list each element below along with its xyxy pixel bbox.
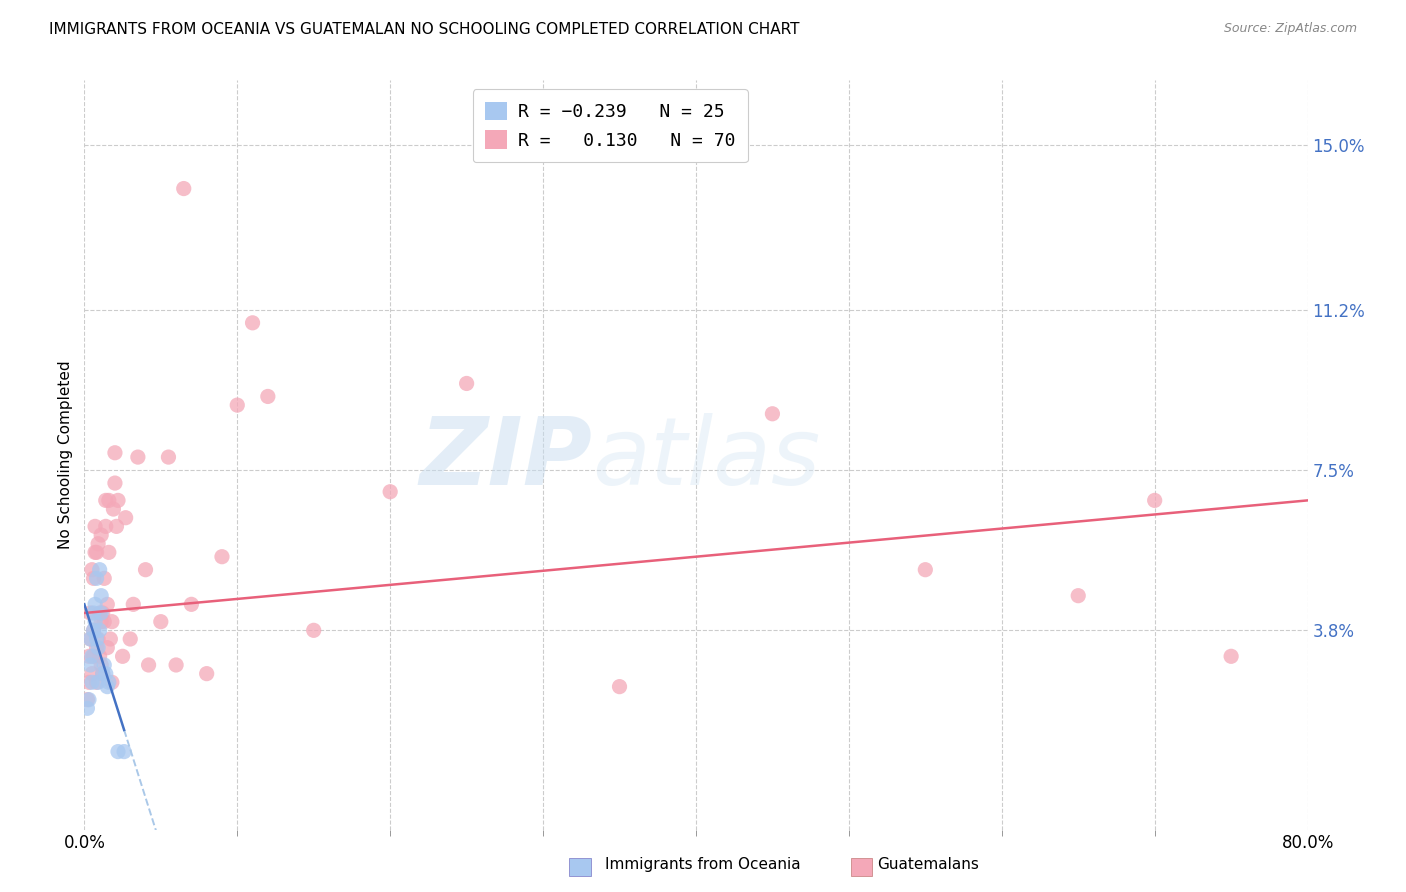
Point [76,701,98,715]
Point [98,632,121,646]
Point [211,549,233,564]
Point [79,606,101,620]
Point [84,598,107,612]
Point [83,624,105,638]
Point [104,476,127,491]
Point [79,632,101,646]
Point [77,649,100,664]
Point [77,692,100,706]
Text: Source: ZipAtlas.com: Source: ZipAtlas.com [1223,22,1357,36]
Point [1067,589,1090,603]
Point [138,657,160,672]
Point [76,692,98,706]
Point [83,571,105,585]
Point [89,649,111,664]
Point [103,502,125,516]
Point [93,657,115,672]
Point [257,389,280,403]
Point [90,606,112,620]
Point [165,657,187,672]
Point [80,563,103,577]
Point [96,598,118,612]
Point [456,376,478,391]
Point [104,446,127,460]
Point [302,624,325,638]
Point [80,666,103,681]
Point [87,640,110,655]
Point [380,484,402,499]
Point [80,675,103,690]
Point [94,519,117,533]
Point [114,510,136,524]
Point [84,615,107,629]
Legend: R = −0.239   N = 25, R =   0.130   N = 70: R = −0.239 N = 25, R = 0.130 N = 70 [472,89,748,162]
Point [91,606,114,620]
Point [93,571,115,585]
Point [127,450,149,464]
Point [609,680,631,694]
Text: ZIP: ZIP [419,413,592,505]
Point [242,316,264,330]
Point [86,632,108,646]
Point [761,407,783,421]
Point [1143,493,1166,508]
Point [84,519,107,533]
Point [149,615,172,629]
Point [101,675,124,690]
Point [90,657,112,672]
Text: Immigrants from Oceania: Immigrants from Oceania [605,857,801,872]
Point [97,493,120,508]
Point [94,666,117,681]
Point [94,493,117,508]
Point [96,680,118,694]
Point [83,606,105,620]
Point [97,545,120,559]
Point [180,598,202,612]
Point [97,675,120,690]
Point [157,450,180,464]
Point [173,181,195,195]
Point [120,632,142,646]
Point [79,657,101,672]
Point [77,675,100,690]
Point [91,666,114,681]
Point [107,745,129,759]
Point [90,528,112,542]
Point [86,640,108,655]
Text: atlas: atlas [592,413,820,504]
Point [87,632,110,646]
Point [83,624,105,638]
Point [107,493,129,508]
Point [87,537,110,551]
Point [101,615,124,629]
Point [86,571,108,585]
Point [86,675,108,690]
Point [135,563,157,577]
Point [90,589,112,603]
Text: Guatemalans: Guatemalans [877,857,979,872]
Point [86,545,108,559]
Point [122,598,145,612]
Point [226,398,249,412]
Point [90,615,112,629]
Text: IMMIGRANTS FROM OCEANIA VS GUATEMALAN NO SCHOOLING COMPLETED CORRELATION CHART: IMMIGRANTS FROM OCEANIA VS GUATEMALAN NO… [49,22,800,37]
Point [84,545,107,559]
Point [79,632,101,646]
Point [91,666,114,681]
Y-axis label: No Schooling Completed: No Schooling Completed [58,360,73,549]
Point [96,640,118,655]
Point [80,649,103,664]
Point [105,519,128,533]
Point [1220,649,1243,664]
Point [93,615,115,629]
Point [195,666,218,681]
Point [87,675,110,690]
Point [83,649,105,664]
Point [89,606,111,620]
Point [111,649,134,664]
Point [89,563,111,577]
Point [112,745,135,759]
Point [914,563,936,577]
Point [89,624,111,638]
